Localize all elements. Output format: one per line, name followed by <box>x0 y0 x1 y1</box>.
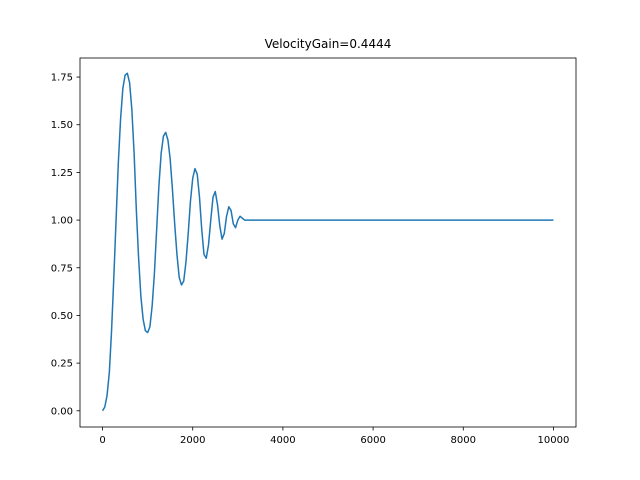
x-tick-label: 2000 <box>180 435 205 446</box>
y-tick-label: 1.00 <box>51 216 73 227</box>
y-tick-label: 1.75 <box>51 73 73 84</box>
y-tick-label: 1.25 <box>51 168 73 179</box>
x-tick-label: 6000 <box>360 435 385 446</box>
y-tick-label: 0.75 <box>51 263 73 274</box>
y-tick-label: 1.50 <box>51 120 73 131</box>
x-tick-label: 10000 <box>538 435 570 446</box>
x-tick-label: 0 <box>99 435 105 446</box>
chart-title: VelocityGain=0.4444 <box>265 37 392 51</box>
axes-frame <box>79 57 577 428</box>
x-tick-label: 8000 <box>451 435 476 446</box>
x-tick-label: 4000 <box>270 435 295 446</box>
y-tick-label: 0.25 <box>51 359 73 370</box>
y-tick-label: 0.00 <box>51 406 73 417</box>
y-tick-label: 0.50 <box>51 311 73 322</box>
plot-area: 0 2000 4000 6000 8000 10000 0.00 0.25 0.50 0.75 1.… <box>51 57 577 446</box>
series-line-0 <box>101 72 554 412</box>
